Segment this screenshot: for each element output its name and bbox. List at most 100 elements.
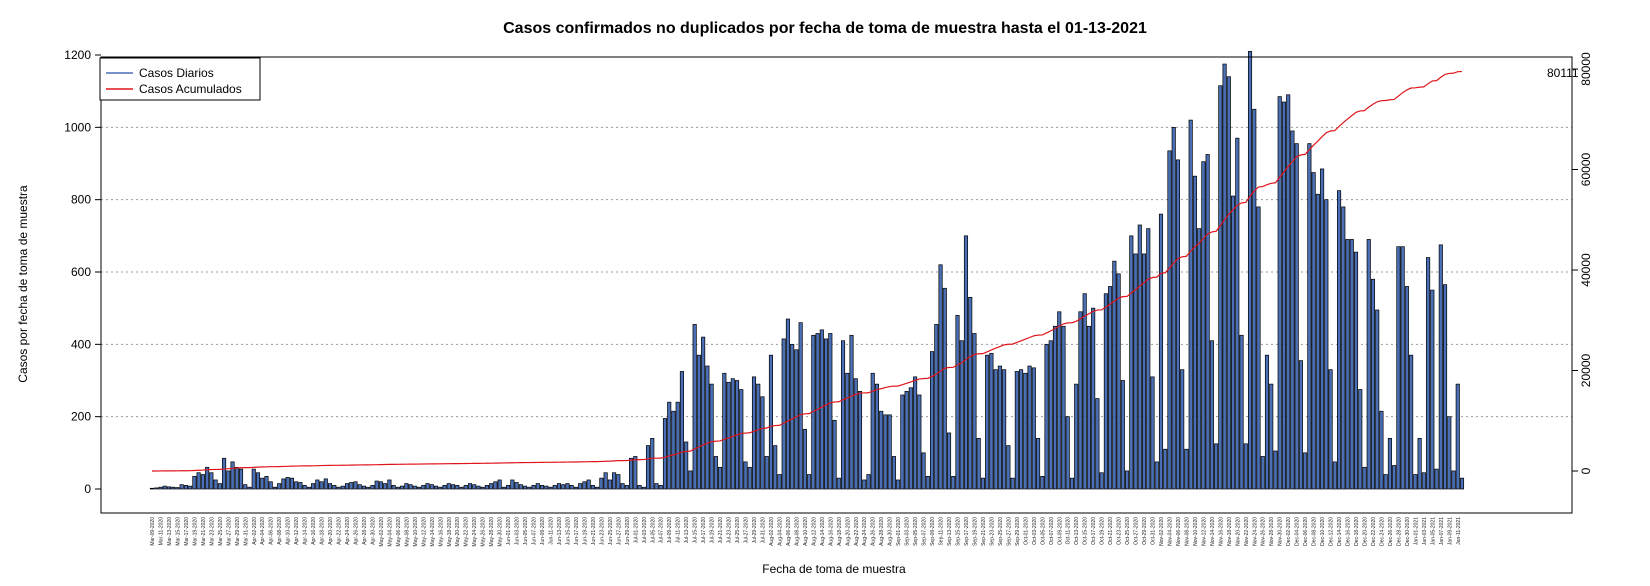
bar [1247, 51, 1253, 490]
x-tick-label: Jun-09-2020 [540, 517, 546, 545]
x-tick-label: May-12-2020 [421, 517, 427, 547]
bar [692, 324, 697, 490]
x-tick-label: Dec-20-2020 [1362, 517, 1368, 546]
x-tick-label: Mar-13-2020 [167, 517, 173, 546]
bar [616, 474, 621, 490]
x-tick-label: Oct-17-2020 [1091, 517, 1097, 545]
bar [1362, 466, 1367, 490]
bar [930, 351, 935, 490]
x-tick-label: Sep-23-2020 [989, 517, 995, 546]
bar [340, 485, 345, 490]
x-tick-label: Jul-23-2020 [727, 517, 733, 544]
x-tick-label: Aug-20-2020 [845, 517, 851, 546]
bar [849, 334, 854, 490]
bar [1019, 369, 1024, 490]
bar [1332, 461, 1337, 490]
bar [484, 485, 489, 490]
x-tick-label: Dec-10-2020 [1320, 517, 1326, 546]
bar [1260, 456, 1265, 490]
x-tick-label: Aug-12-2020 [811, 517, 817, 546]
bar [730, 378, 735, 490]
x-tick-label: Dec-16-2020 [1346, 517, 1352, 546]
x-tick-label: Mar-29-2020 [235, 517, 241, 546]
bar [751, 376, 757, 490]
x-tick-label: Jul-05-2020 [650, 517, 656, 544]
bar [179, 484, 184, 490]
x-tick-label: Sep-27-2020 [1006, 517, 1012, 546]
bar [925, 475, 930, 490]
x-tick-label: Mar-17-2020 [184, 517, 190, 546]
x-tick-label: Apr-10-2020 [286, 517, 292, 545]
x-tick-label: Mar-19-2020 [192, 517, 198, 546]
bar [1438, 244, 1443, 490]
bar [556, 483, 562, 490]
bar [1379, 410, 1384, 490]
bar [815, 333, 820, 490]
x-tick-label: Nov-16-2020 [1218, 517, 1224, 546]
x-tick-label: Jul-13-2020 [684, 517, 690, 544]
bar [1197, 228, 1202, 490]
bar [891, 456, 896, 490]
bar [1366, 239, 1371, 490]
x-tick-label: May-20-2020 [455, 517, 461, 547]
x-tick-label: Dec-18-2020 [1354, 517, 1360, 546]
bar [879, 410, 884, 490]
bar [255, 472, 261, 490]
x-tick-label: Sep-07-2020 [922, 517, 928, 546]
bar [624, 485, 629, 490]
bar [429, 484, 434, 490]
bar [213, 479, 218, 490]
bar [633, 456, 638, 490]
x-tick-label: Dec-02-2020 [1286, 517, 1292, 546]
bar [802, 428, 807, 490]
bar [1129, 235, 1134, 490]
bar [247, 486, 252, 490]
bar [913, 376, 918, 490]
bar [840, 340, 846, 490]
bar [158, 486, 163, 490]
bar [234, 466, 239, 490]
x-tick-label: Oct-07-2020 [1049, 517, 1055, 545]
bar [1404, 286, 1409, 490]
bar [400, 485, 405, 490]
x-tick-label: May-24-2020 [472, 517, 478, 547]
x-tick-label: Aug-28-2020 [879, 517, 885, 546]
bar [764, 456, 769, 490]
bar [463, 485, 468, 490]
bar [467, 483, 473, 490]
bar [1400, 246, 1405, 490]
x-tick-label: Jan-05-2021 [1430, 517, 1436, 545]
bar [1451, 470, 1456, 490]
bar [1447, 416, 1452, 490]
bar [696, 354, 701, 490]
bar [989, 353, 994, 490]
bar [1201, 161, 1206, 490]
bar [306, 486, 311, 490]
bar [959, 340, 964, 490]
x-tick-label: Sep-17-2020 [964, 517, 970, 546]
bar [188, 485, 193, 490]
x-tick-label: Jun-13-2020 [557, 517, 563, 545]
bar [1243, 443, 1248, 490]
bar [217, 483, 222, 490]
x-tick-label: Nov-28-2020 [1269, 517, 1275, 546]
bar [565, 483, 570, 490]
bar [1044, 343, 1049, 490]
final-cumulative-label: 80111 [1547, 66, 1579, 80]
bar [328, 483, 333, 490]
plot-frame [100, 56, 1573, 514]
bar [1290, 130, 1295, 490]
x-tick-label: Jan-11-2021 [1456, 517, 1462, 545]
x-tick-label: Jun-29-2020 [625, 517, 631, 545]
bar [1455, 383, 1460, 490]
x-tick-label: Jan-07-2021 [1439, 517, 1445, 545]
x-tick-label: Oct-25-2020 [1125, 517, 1131, 545]
bar [1231, 195, 1236, 490]
bar [1057, 311, 1062, 490]
bar [1061, 325, 1066, 490]
bar [1226, 76, 1231, 490]
x-tick-label: Mar-09-2020 [150, 517, 156, 546]
bar [1141, 253, 1147, 490]
bar [238, 468, 244, 490]
bar [209, 472, 214, 490]
